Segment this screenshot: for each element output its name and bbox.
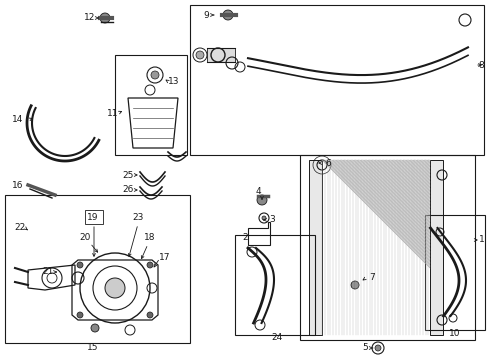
- Text: 7: 7: [368, 274, 374, 283]
- Circle shape: [223, 10, 232, 20]
- Text: 18: 18: [144, 234, 156, 243]
- Circle shape: [374, 345, 380, 351]
- Circle shape: [77, 312, 83, 318]
- Bar: [235, 235, 314, 335]
- Bar: [424, 215, 484, 330]
- Text: 26: 26: [122, 185, 133, 194]
- Circle shape: [147, 312, 153, 318]
- Text: 17: 17: [159, 253, 170, 262]
- Text: 25: 25: [122, 171, 133, 180]
- Bar: [299, 155, 474, 340]
- Text: 13: 13: [168, 77, 180, 86]
- Bar: [206, 48, 235, 62]
- Circle shape: [196, 51, 203, 59]
- Bar: [85, 210, 103, 224]
- Text: 8: 8: [477, 60, 483, 69]
- Text: 9: 9: [203, 10, 208, 19]
- Text: 23: 23: [132, 213, 143, 222]
- Circle shape: [105, 278, 125, 298]
- Text: 21: 21: [42, 267, 54, 276]
- Circle shape: [350, 281, 358, 289]
- Text: 11: 11: [107, 108, 119, 117]
- Circle shape: [100, 13, 110, 23]
- Text: 24: 24: [271, 333, 282, 342]
- Text: 10: 10: [448, 328, 460, 338]
- Text: 14: 14: [12, 116, 23, 125]
- Text: 2: 2: [242, 233, 247, 242]
- Text: 15: 15: [87, 342, 99, 351]
- Text: 6: 6: [325, 158, 330, 167]
- Circle shape: [77, 262, 83, 268]
- Circle shape: [91, 324, 99, 332]
- Text: 4: 4: [255, 188, 260, 197]
- Circle shape: [151, 71, 159, 79]
- Text: 12: 12: [84, 13, 96, 22]
- Circle shape: [262, 216, 265, 220]
- Circle shape: [257, 195, 266, 205]
- Text: 20: 20: [79, 234, 90, 243]
- Bar: [5, 195, 190, 343]
- Bar: [429, 160, 442, 335]
- Text: 1: 1: [478, 235, 484, 244]
- Bar: [308, 160, 321, 335]
- Bar: [190, 5, 483, 155]
- Text: 22: 22: [14, 224, 25, 233]
- Text: 5: 5: [362, 343, 367, 352]
- Text: 16: 16: [12, 180, 24, 189]
- Text: 3: 3: [268, 216, 274, 225]
- Bar: [115, 55, 186, 155]
- Text: 19: 19: [87, 213, 99, 222]
- Circle shape: [147, 262, 153, 268]
